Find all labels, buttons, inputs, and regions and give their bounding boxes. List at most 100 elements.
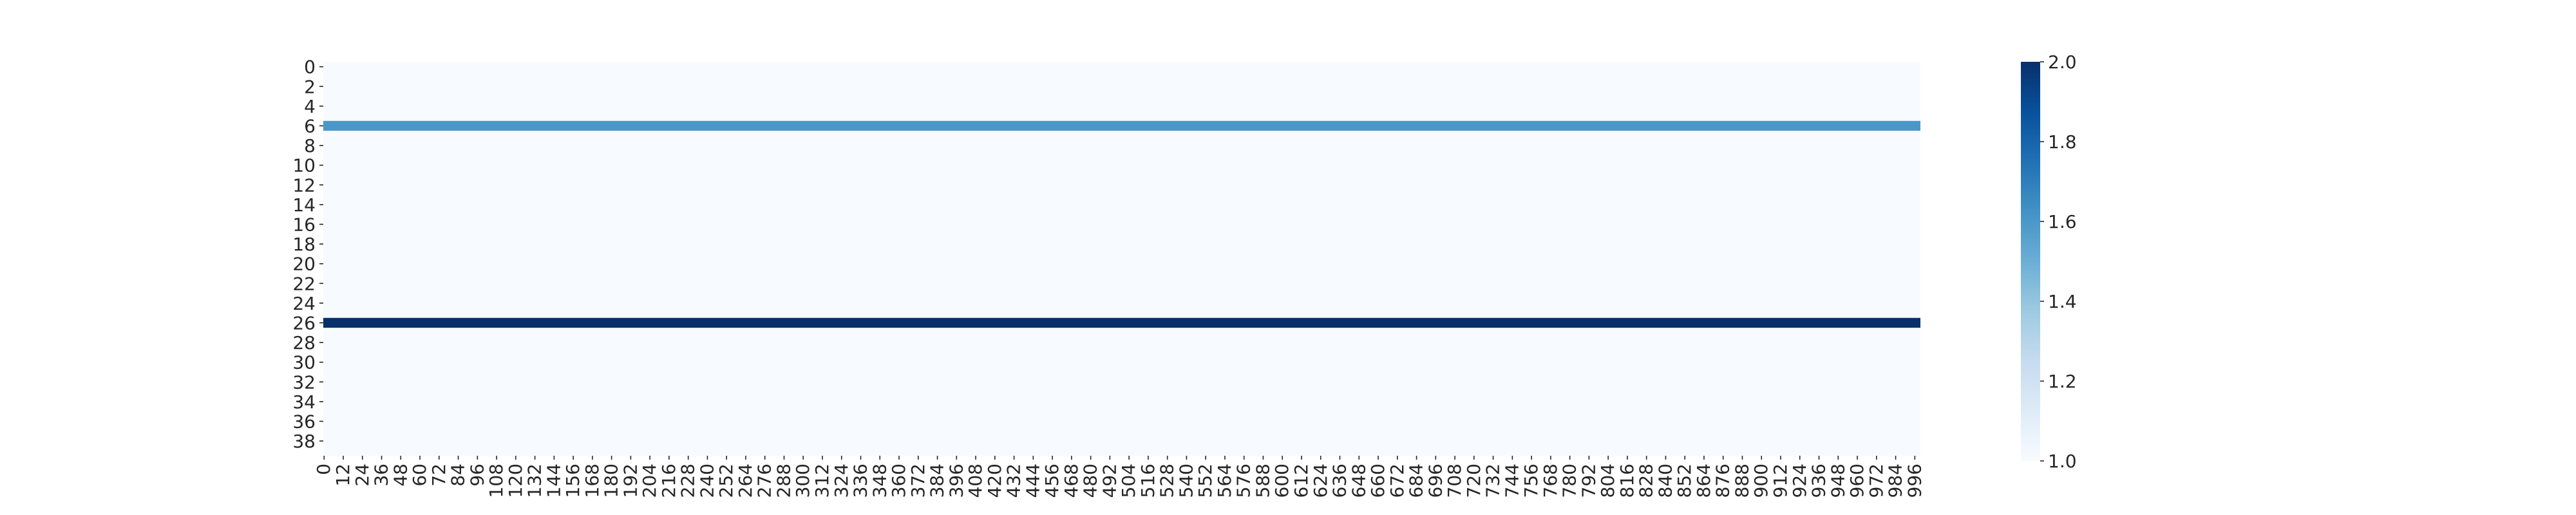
x-tick-label: 972 [1866, 464, 1887, 498]
x-tick-label: 948 [1827, 464, 1848, 498]
x-tick-label: 468 [1061, 464, 1082, 498]
heatmap-row-12 [323, 180, 1920, 191]
x-tick-label: 768 [1540, 464, 1561, 498]
x-tick-label: 84 [448, 464, 469, 487]
x-tick-label: 336 [850, 464, 871, 498]
heatmap-row-27 [323, 328, 1920, 338]
x-tick-label: 696 [1425, 464, 1446, 498]
heatmap-row-7 [323, 131, 1920, 141]
x-tick-label: 420 [984, 464, 1005, 498]
y-tick-label: 8 [304, 135, 316, 156]
x-tick-label: 408 [965, 464, 986, 498]
x-tick-label: 60 [409, 464, 430, 487]
x-tick-label: 600 [1271, 464, 1293, 498]
heatmap-row-6 [323, 120, 1920, 131]
heatmap-cells [323, 62, 1920, 456]
x-tick-label: 828 [1636, 464, 1657, 498]
x-tick-label: 900 [1750, 464, 1772, 498]
x-tick-label: 684 [1406, 464, 1427, 498]
x-tick-label: 360 [888, 464, 909, 498]
x-tick-label: 852 [1674, 464, 1695, 498]
x-tick-label: 588 [1252, 464, 1273, 498]
heatmap-row-25 [323, 308, 1920, 319]
x-tick-label: 504 [1118, 464, 1139, 498]
heatmap-row-8 [323, 140, 1920, 151]
x-tick-label: 252 [715, 464, 737, 498]
y-tick-label: 10 [292, 155, 316, 176]
x-tick-label: 996 [1904, 464, 1925, 498]
colorbar-tick-label: 1.4 [2048, 291, 2077, 312]
heatmap-row-11 [323, 170, 1920, 181]
heatmap-row-13 [323, 189, 1920, 200]
heatmap-row-33 [323, 386, 1920, 397]
x-tick-label: 564 [1214, 464, 1235, 498]
heatmap-row-14 [323, 200, 1920, 210]
y-tick-label: 36 [292, 411, 316, 432]
heatmap-row-34 [323, 397, 1920, 407]
x-axis: 0122436486072849610812013214415616818019… [313, 456, 1925, 498]
y-tick-label: 38 [292, 431, 316, 452]
heatmap-row-19 [323, 248, 1920, 259]
y-tick-label: 12 [292, 174, 316, 196]
x-tick-label: 732 [1482, 464, 1504, 498]
x-tick-label: 612 [1291, 464, 1312, 498]
x-tick-label: 516 [1137, 464, 1159, 498]
x-tick-label: 744 [1501, 464, 1522, 498]
y-tick-label: 30 [292, 352, 316, 373]
y-tick-label: 6 [304, 115, 316, 136]
x-tick-label: 240 [696, 464, 717, 498]
x-tick-label: 576 [1233, 464, 1255, 498]
x-tick-label: 984 [1885, 464, 1906, 498]
x-tick-label: 540 [1175, 464, 1197, 498]
y-tick-label: 26 [292, 312, 316, 333]
x-tick-label: 912 [1770, 464, 1791, 498]
x-tick-label: 960 [1846, 464, 1868, 498]
heatmap-row-35 [323, 406, 1920, 417]
x-tick-label: 276 [754, 464, 775, 498]
x-tick-label: 12 [332, 464, 354, 487]
heatmap-row-2 [323, 81, 1920, 92]
heatmap-row-26 [323, 317, 1920, 328]
heatmap-row-38 [323, 436, 1920, 447]
heatmap-row-1 [323, 71, 1920, 82]
x-tick-label: 120 [505, 464, 526, 498]
y-tick-label: 34 [292, 391, 316, 413]
heatmap-row-18 [323, 239, 1920, 250]
x-tick-label: 396 [945, 464, 967, 498]
heatmap-row-3 [323, 91, 1920, 102]
heatmap-row-29 [323, 347, 1920, 358]
x-tick-label: 432 [1003, 464, 1025, 498]
y-tick-label: 16 [292, 214, 316, 235]
heatmap-row-17 [323, 229, 1920, 239]
x-tick-label: 888 [1731, 464, 1752, 498]
x-tick-label: 288 [773, 464, 794, 498]
x-tick-label: 168 [582, 464, 603, 498]
heatmap-row-10 [323, 160, 1920, 171]
x-tick-label: 372 [907, 464, 929, 498]
colorbar-tick-label: 1.0 [2048, 451, 2077, 472]
x-tick-label: 648 [1348, 464, 1369, 498]
heatmap-row-5 [323, 111, 1920, 122]
x-tick-label: 876 [1712, 464, 1734, 498]
x-tick-label: 864 [1693, 464, 1714, 498]
heatmap-row-23 [323, 288, 1920, 299]
heatmap-row-21 [323, 268, 1920, 279]
colorbar-tick-label: 1.6 [2048, 211, 2077, 232]
x-tick-label: 624 [1310, 464, 1331, 498]
x-tick-label: 552 [1195, 464, 1216, 498]
heatmap-row-16 [323, 219, 1920, 230]
heatmap-row-0 [323, 62, 1920, 72]
y-tick-label: 2 [304, 76, 316, 97]
x-tick-label: 384 [927, 464, 948, 498]
x-tick-label: 0 [313, 464, 334, 475]
heatmap-row-32 [323, 377, 1920, 388]
x-tick-label: 636 [1329, 464, 1350, 498]
y-tick-label: 24 [292, 293, 316, 314]
heatmap-row-20 [323, 259, 1920, 269]
x-tick-label: 780 [1559, 464, 1580, 498]
x-tick-label: 444 [1022, 464, 1043, 498]
x-tick-label: 528 [1157, 464, 1178, 498]
x-tick-label: 936 [1808, 464, 1830, 498]
x-tick-label: 228 [677, 464, 699, 498]
